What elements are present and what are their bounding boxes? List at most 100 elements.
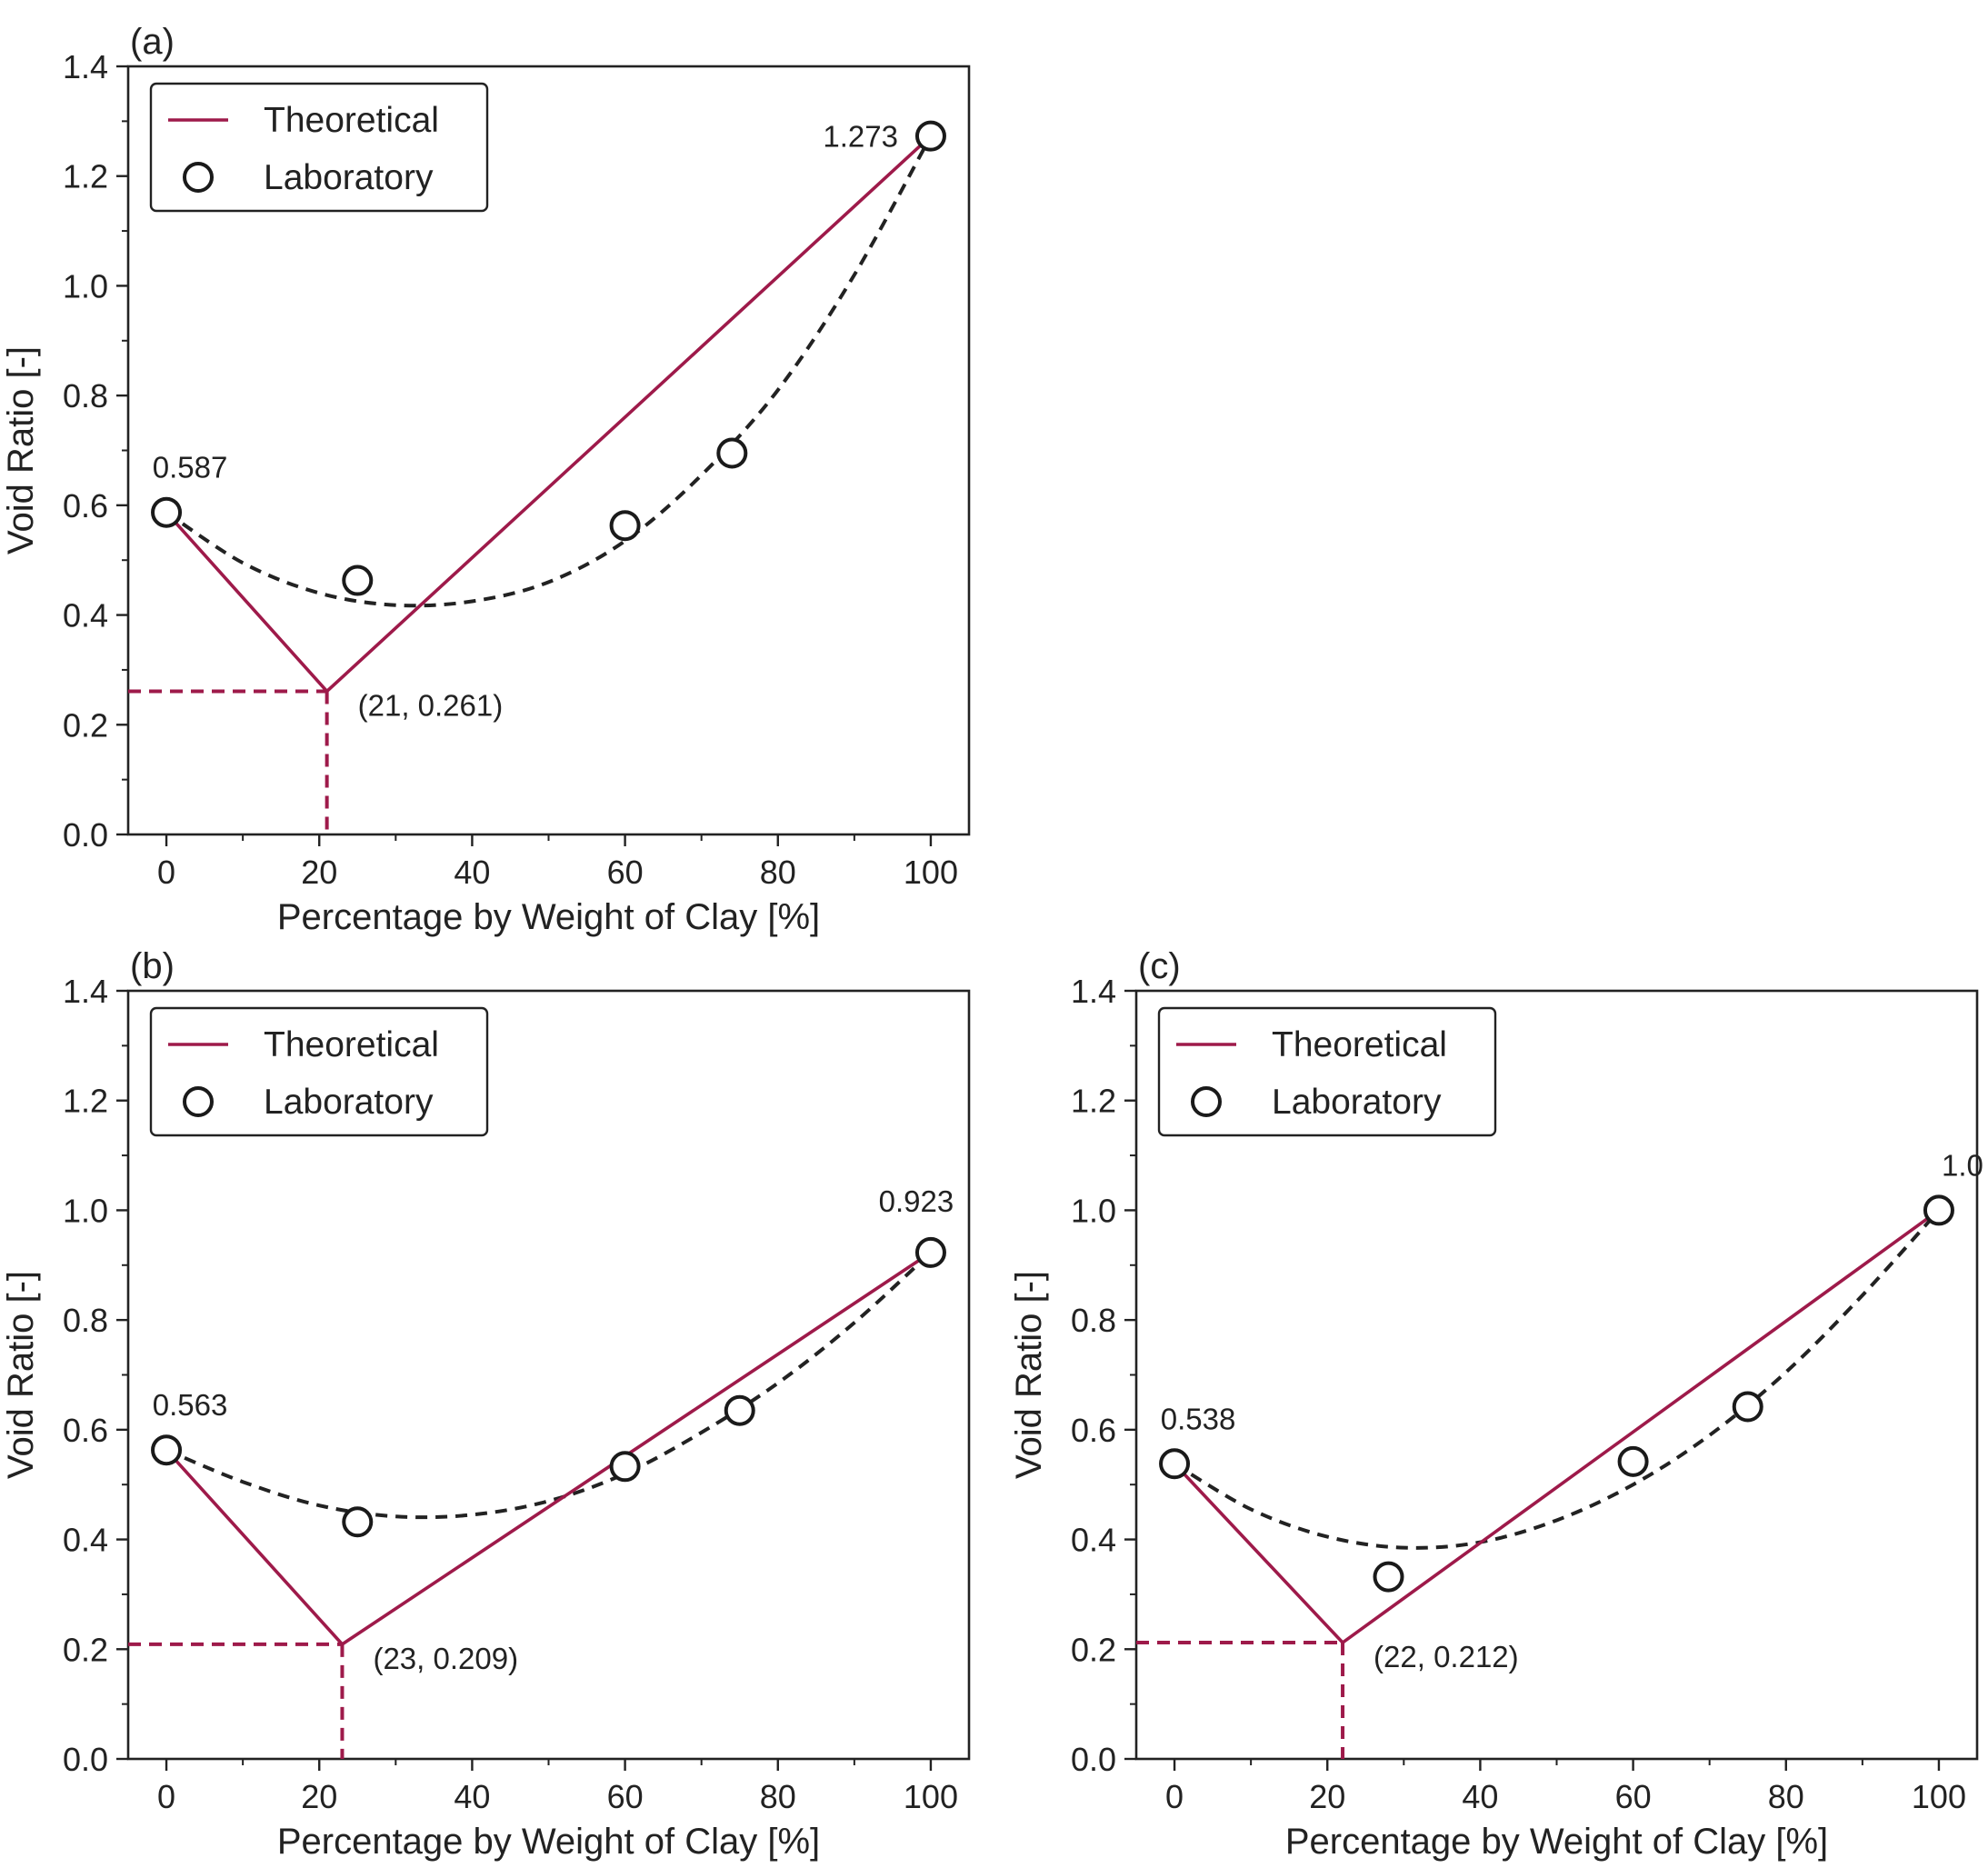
- x-tick-label: 80: [760, 854, 796, 891]
- laboratory-point: [1373, 1561, 1404, 1593]
- x-tick-label: 0: [157, 854, 175, 891]
- y-tick-label: 0.6: [1071, 1412, 1116, 1449]
- theoretical-line: [165, 135, 933, 694]
- y-tick-label: 1.4: [1071, 973, 1116, 1010]
- data-annotation: 0.538: [1161, 1402, 1236, 1435]
- legend-box: [149, 82, 489, 213]
- y-axis-label: Void Ratio [-]: [1, 346, 41, 554]
- x-axis-label: Percentage by Weight of Clay [%]: [277, 1822, 820, 1862]
- x-tick-label: 60: [1615, 1778, 1652, 1815]
- laboratory-point: [724, 1394, 755, 1426]
- y-tick-label: 0.8: [1071, 1302, 1116, 1339]
- chart-panel-3: 0 20 40 60 80 100 0.0 0.2 0.4 0.6 0.8 1.0 1.2 1.4 Perc…: [1009, 946, 1983, 1862]
- data-annotation: (22, 0.212): [1374, 1640, 1519, 1673]
- laboratory-point: [609, 1451, 641, 1483]
- legend-laboratory-label: Laboratory: [1272, 1083, 1442, 1122]
- x-tick-label: 100: [904, 1778, 958, 1815]
- y-tick-label: 0.2: [63, 706, 108, 744]
- x-tick-label: 40: [1462, 1778, 1498, 1815]
- legend-laboratory-marker: [1191, 1086, 1222, 1117]
- laboratory-point: [914, 1236, 946, 1268]
- chart-panel-2: 0 20 40 60 80 100 0.0 0.2 0.4 0.6 0.8 1.0 1.2 1.4 Perc…: [1, 946, 971, 1862]
- y-tick-label: 0.8: [63, 1302, 108, 1339]
- legend-theoretical-label: Theoretical: [264, 1025, 439, 1064]
- chart-panel-1: 0 20 40 60 80 100 0.0 0.2 0.4 0.6 0.8 1.0 1.2 1.4 Perc…: [1, 22, 971, 937]
- panel-label: (b): [130, 946, 175, 986]
- legend: Theoretical Laboratory: [149, 1006, 489, 1137]
- data-annotation: 1.0: [1942, 1148, 1983, 1182]
- laboratory-point: [151, 496, 183, 528]
- data-annotation: (21, 0.261): [358, 688, 504, 722]
- legend-laboratory-label: Laboratory: [264, 158, 434, 197]
- data-layer: [128, 135, 933, 834]
- legend-laboratory-marker: [183, 1086, 214, 1117]
- panel-label: (c): [1138, 946, 1181, 986]
- x-tick-label: 100: [904, 854, 958, 891]
- data-annotation: 0.563: [153, 1388, 228, 1422]
- x-tick-label: 80: [760, 1778, 796, 1815]
- x-axis-label: Percentage by Weight of Clay [%]: [1285, 1822, 1828, 1862]
- x-tick-label: 0: [1165, 1778, 1184, 1815]
- legend-box: [149, 1006, 489, 1137]
- x-tick-label: 20: [301, 1778, 337, 1815]
- y-tick-label: 0.4: [1071, 1522, 1116, 1559]
- legend: Theoretical Laboratory: [149, 82, 489, 213]
- y-tick-label: 1.2: [63, 158, 108, 195]
- y-tick-label: 1.0: [1071, 1192, 1116, 1229]
- data-annotation: 1.273: [823, 120, 898, 154]
- y-tick-label: 1.2: [63, 1083, 108, 1120]
- data-layer: [1136, 1208, 1941, 1759]
- theoretical-line: [1173, 1208, 1941, 1645]
- panel-label: (a): [130, 22, 175, 62]
- data-annotation: 0.923: [879, 1184, 954, 1218]
- laboratory-point: [914, 120, 946, 152]
- x-tick-label: 80: [1768, 1778, 1804, 1815]
- y-tick-label: 1.4: [63, 48, 108, 85]
- legend-laboratory-label: Laboratory: [264, 1083, 434, 1122]
- theoretical-line: [165, 1251, 932, 1647]
- y-axis-label: Void Ratio [-]: [1, 1271, 41, 1479]
- laboratory-point: [342, 564, 374, 596]
- y-tick-label: 1.2: [1071, 1083, 1116, 1120]
- x-tick-label: 20: [301, 854, 337, 891]
- laboratory-point: [1923, 1194, 1954, 1226]
- y-tick-label: 0.0: [1071, 1741, 1116, 1778]
- data-annotation: 0.587: [153, 451, 228, 484]
- x-tick-label: 40: [454, 1778, 490, 1815]
- laboratory-point: [151, 1434, 183, 1466]
- y-tick-label: 0.2: [63, 1631, 108, 1668]
- laboratory-point: [342, 1506, 374, 1538]
- legend-laboratory-marker: [183, 162, 214, 193]
- x-tick-label: 100: [1912, 1778, 1966, 1815]
- data-layer: [128, 1251, 933, 1759]
- x-tick-label: 60: [607, 1778, 644, 1815]
- y-tick-label: 0.6: [63, 1412, 108, 1449]
- laboratory-point: [1732, 1391, 1763, 1423]
- legend-theoretical-label: Theoretical: [1272, 1025, 1447, 1064]
- legend-theoretical-label: Theoretical: [264, 101, 439, 140]
- y-tick-label: 0.0: [63, 1741, 108, 1778]
- y-tick-label: 0.8: [63, 377, 108, 415]
- y-tick-label: 0.4: [63, 1522, 108, 1559]
- x-axis-label: Percentage by Weight of Clay [%]: [277, 897, 820, 937]
- legend: Theoretical Laboratory: [1157, 1006, 1497, 1137]
- fit-curve: [165, 1251, 933, 1520]
- laboratory-point: [716, 437, 748, 469]
- fit-curve: [1174, 1209, 1941, 1550]
- data-annotation: (23, 0.209): [373, 1642, 518, 1675]
- x-tick-label: 0: [157, 1778, 175, 1815]
- y-axis-label: Void Ratio [-]: [1009, 1271, 1049, 1479]
- legend-box: [1157, 1006, 1497, 1137]
- laboratory-point: [1159, 1448, 1191, 1480]
- laboratory-point: [609, 510, 641, 542]
- x-tick-label: 40: [454, 854, 490, 891]
- y-tick-label: 1.0: [63, 267, 108, 305]
- y-tick-label: 1.0: [63, 1192, 108, 1229]
- y-tick-label: 1.4: [63, 973, 108, 1010]
- y-tick-label: 0.6: [63, 487, 108, 524]
- x-tick-label: 20: [1309, 1778, 1345, 1815]
- y-tick-label: 0.4: [63, 597, 108, 634]
- y-tick-label: 0.0: [63, 816, 108, 854]
- laboratory-point: [1617, 1445, 1649, 1477]
